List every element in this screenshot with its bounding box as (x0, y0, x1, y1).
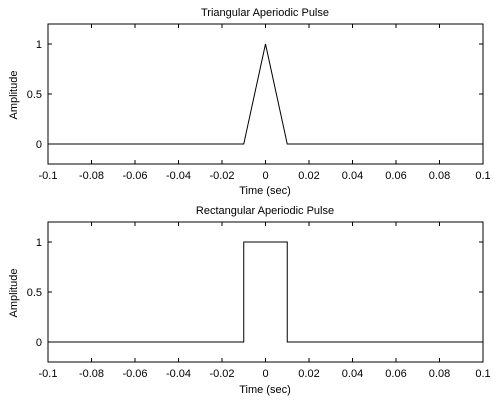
y-axis-ticks: 00.51 (27, 237, 483, 349)
x-tick-label: 0.1 (475, 170, 490, 182)
chart-triangular-pulse: Triangular Aperiodic Pulse Time (sec) Am… (8, 7, 491, 197)
x-tick-label: -0.1 (39, 368, 58, 380)
x-tick-label: 0.08 (429, 368, 450, 380)
y-tick-label: 1 (36, 39, 42, 51)
x-tick-label: 0.06 (385, 170, 406, 182)
x-tick-label: 0.04 (342, 170, 363, 182)
x-tick-label: -0.06 (122, 368, 147, 380)
x-tick-label: -0.08 (79, 368, 104, 380)
x-tick-label: -0.02 (209, 368, 234, 380)
x-tick-label: 0.06 (385, 368, 406, 380)
y-tick-label: 0.5 (27, 89, 42, 101)
x-axis-label: Time (sec) (239, 384, 291, 396)
x-tick-label: 0.02 (298, 170, 319, 182)
x-tick-label: -0.1 (39, 170, 58, 182)
x-tick-label: 0.1 (475, 368, 490, 380)
x-axis-ticks: -0.1 -0.08 -0.06 -0.04 -0.02 0 0.02 0.04 0.06 0.0… (39, 24, 491, 182)
chart-title: Rectangular Aperiodic Pulse (196, 205, 334, 217)
x-tick-label: -0.06 (122, 170, 147, 182)
y-tick-label: 0 (36, 337, 42, 349)
y-tick-label: 0.5 (27, 287, 42, 299)
series-line (48, 241, 483, 343)
chart-rectangular-pulse: Rectangular Aperiodic Pulse Time (sec) A… (8, 205, 491, 396)
series-line (48, 43, 483, 145)
x-tick-label: 0.02 (298, 368, 319, 380)
chart-title: Triangular Aperiodic Pulse (201, 7, 329, 19)
x-tick-label: 0.08 (429, 170, 450, 182)
y-tick-label: 1 (36, 237, 42, 249)
x-tick-label: -0.08 (79, 170, 104, 182)
y-tick-label: 0 (36, 139, 42, 151)
x-tick-label: 0.04 (342, 368, 363, 380)
y-axis-label: Amplitude (8, 71, 20, 120)
series-layer (48, 241, 483, 343)
x-tick-label: -0.04 (166, 170, 191, 182)
x-tick-label: 0 (262, 368, 268, 380)
series-layer (48, 43, 483, 145)
x-tick-label: 0 (262, 170, 268, 182)
x-axis-label: Time (sec) (239, 185, 291, 197)
x-axis-ticks: -0.1 -0.08 -0.06 -0.04 -0.02 0 0.02 0.04 0.06 0.0… (39, 222, 491, 380)
x-tick-label: -0.04 (166, 368, 191, 380)
y-axis-label: Amplitude (8, 269, 20, 318)
x-tick-label: -0.02 (209, 170, 234, 182)
